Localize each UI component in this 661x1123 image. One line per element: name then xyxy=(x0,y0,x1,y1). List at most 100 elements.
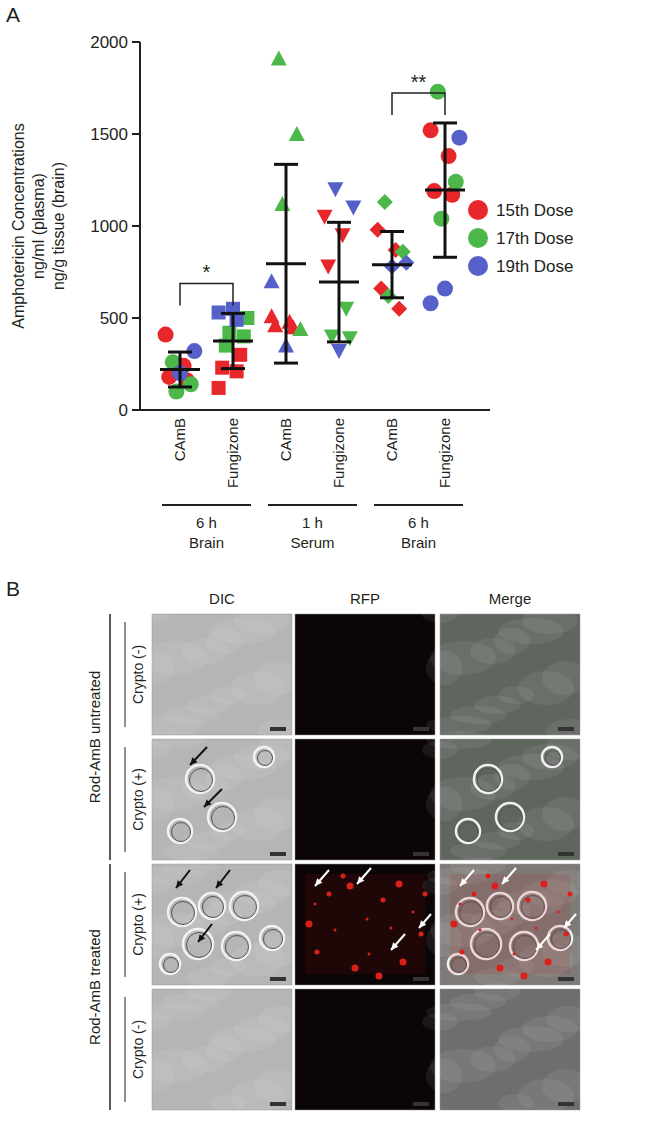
texture xyxy=(422,605,458,623)
group-label: Rod-AmB untreated xyxy=(86,671,103,804)
scale-bar xyxy=(558,1102,574,1106)
arrow-shaft xyxy=(502,868,516,884)
group-line xyxy=(374,504,463,506)
point xyxy=(441,148,457,164)
row-bracket xyxy=(125,997,126,1102)
error-bar xyxy=(285,164,288,363)
y-tick-label: 500 xyxy=(100,309,128,328)
texture xyxy=(162,857,218,875)
arrow-head xyxy=(391,942,398,950)
cell xyxy=(183,929,213,959)
point xyxy=(233,348,247,362)
point xyxy=(448,174,464,190)
point xyxy=(267,317,283,332)
plot-area xyxy=(158,51,468,400)
point xyxy=(391,301,407,317)
error-cap xyxy=(168,386,192,389)
texture xyxy=(474,983,520,1001)
arrow-shaft xyxy=(198,924,212,942)
mean-sd xyxy=(266,164,306,363)
cell-edge xyxy=(226,936,249,959)
point xyxy=(433,211,449,227)
point xyxy=(437,281,453,297)
error-bar xyxy=(232,313,235,368)
texture xyxy=(426,731,492,749)
group-label: Rod-AmB treated xyxy=(86,929,103,1045)
micrograph xyxy=(422,731,592,860)
point xyxy=(423,122,439,138)
y-tick xyxy=(132,225,140,227)
scale-bar xyxy=(270,727,286,731)
group-line xyxy=(268,504,357,506)
mean-sd xyxy=(160,352,200,387)
point xyxy=(264,308,280,323)
y-label-line: ng/g tissue (brain) xyxy=(50,162,67,290)
micrograph xyxy=(422,983,592,1113)
cell-edge xyxy=(190,769,213,792)
micrograph xyxy=(295,739,435,860)
scale-bar xyxy=(413,1102,429,1106)
arrow-head xyxy=(564,920,571,928)
arrow-head xyxy=(357,876,364,884)
micrograph xyxy=(295,864,435,985)
mean-sd xyxy=(213,313,253,368)
group-label: Brain xyxy=(401,534,436,551)
group-line xyxy=(162,504,251,506)
point xyxy=(264,273,280,288)
texture xyxy=(254,1069,300,1103)
point xyxy=(320,259,336,274)
scale-bar xyxy=(413,852,429,856)
arrow-shaft xyxy=(216,870,230,888)
arrow-shaft xyxy=(204,789,222,807)
cell xyxy=(542,747,562,767)
error-bar xyxy=(391,232,394,298)
group-label: Serum xyxy=(290,534,334,551)
x-tick-label: Fungizone xyxy=(330,418,347,488)
error-cap xyxy=(327,221,351,224)
point xyxy=(430,84,446,100)
micrograph xyxy=(134,731,304,860)
error-cap xyxy=(168,351,192,354)
micrograph xyxy=(295,614,435,735)
arrow-shaft xyxy=(419,914,431,928)
point xyxy=(331,344,347,359)
cell-edge xyxy=(172,902,195,925)
panel-label: A xyxy=(6,3,20,26)
arrow-head xyxy=(198,934,205,942)
cell xyxy=(260,926,284,950)
error-cap xyxy=(433,121,457,124)
arrow-head xyxy=(502,876,509,884)
texture xyxy=(134,605,170,623)
error-cap xyxy=(380,230,404,233)
arrow-head xyxy=(204,799,212,807)
cell xyxy=(496,803,524,831)
arrow-shaft xyxy=(564,914,576,928)
scale-bar xyxy=(413,727,429,731)
x-tick-label: Fungizone xyxy=(224,418,241,488)
column-header: DIC xyxy=(209,590,235,607)
column-header: RFP xyxy=(350,590,380,607)
point xyxy=(274,196,290,211)
micrograph xyxy=(134,605,304,745)
cell-edge xyxy=(478,769,501,792)
row-bracket xyxy=(125,747,126,852)
point xyxy=(345,201,361,216)
image-frame xyxy=(295,739,435,860)
legend-swatch xyxy=(468,228,488,248)
x-tick-label: CAmB xyxy=(277,418,294,461)
error-cap xyxy=(221,312,245,315)
y-tick-label: 1500 xyxy=(90,125,128,144)
error-cap xyxy=(380,296,404,299)
arrow-head xyxy=(460,878,467,886)
texture xyxy=(498,1094,534,1112)
x-axis xyxy=(140,409,490,411)
error-bar xyxy=(444,123,447,257)
cell-edge xyxy=(172,823,191,842)
scale-bar xyxy=(558,977,574,981)
cell xyxy=(199,893,225,919)
cell-edge xyxy=(234,896,257,919)
arrow-shaft xyxy=(190,747,207,765)
significance-bracket xyxy=(392,93,445,115)
cell xyxy=(186,765,214,793)
cell xyxy=(168,819,192,843)
